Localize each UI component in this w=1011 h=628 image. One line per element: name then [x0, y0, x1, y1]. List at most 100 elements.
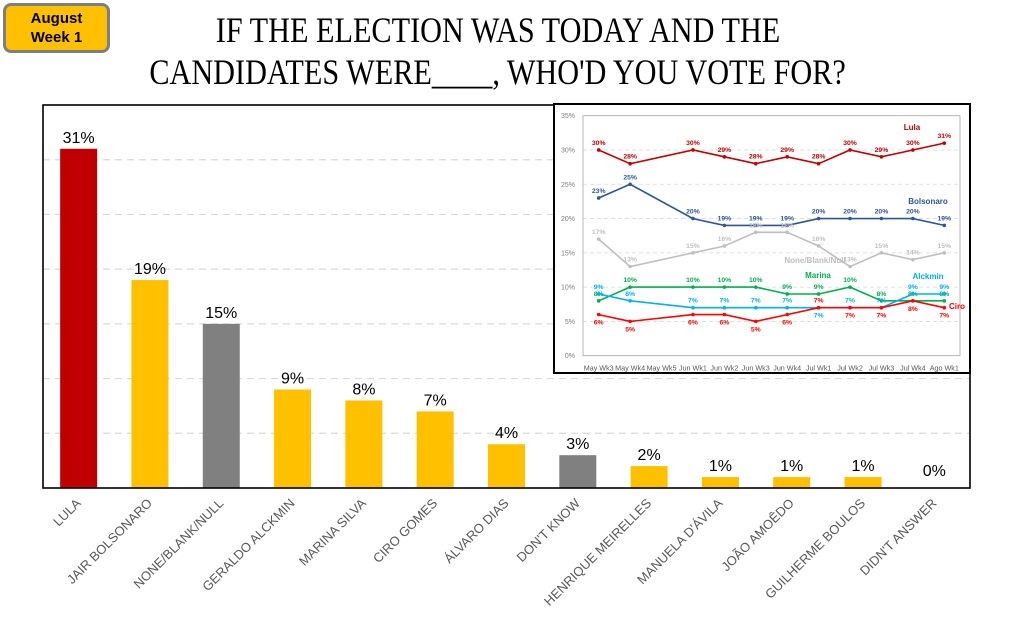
- data-point: [628, 285, 632, 289]
- badge-month: August: [30, 10, 83, 27]
- data-label: 10%: [749, 277, 763, 284]
- data-point: [691, 305, 695, 310]
- data-label: 15%: [875, 243, 889, 250]
- data-point: [911, 148, 915, 152]
- data-point: [596, 196, 601, 200]
- data-label: 19%: [780, 215, 794, 222]
- inset-x-tick-label: Jun Wk2: [710, 364, 738, 373]
- bar-value-label: 19%: [134, 261, 166, 278]
- data-label: 9%: [908, 284, 918, 291]
- data-label: 10%: [623, 277, 637, 284]
- bar: [345, 400, 383, 488]
- bar-value-label: 1%: [780, 458, 803, 475]
- bar: [844, 477, 882, 488]
- data-point: [816, 161, 821, 166]
- data-label: 28%: [623, 154, 637, 161]
- data-label: 20%: [906, 209, 920, 216]
- data-label: 28%: [812, 154, 826, 161]
- data-point: [596, 292, 601, 296]
- data-label: 7%: [877, 298, 887, 305]
- chart-title-text-2: CANDIDATES WERE____, WHO'D YOU VOTE FOR?: [149, 52, 847, 92]
- data-point: [628, 264, 632, 269]
- data-point: [691, 251, 695, 255]
- bar-value-label: 15%: [205, 305, 237, 322]
- inset-x-tick-label: May Wk3: [584, 364, 614, 373]
- data-point: [816, 292, 821, 296]
- data-label: 7%: [751, 298, 761, 305]
- bar-value-label: 31%: [63, 130, 95, 147]
- data-label: 20%: [843, 209, 857, 216]
- bar-value-label: 7%: [424, 392, 447, 409]
- inset-x-tick-label: Jul Wk1: [806, 364, 832, 373]
- data-point: [753, 319, 758, 324]
- inset-plot-frame: [582, 115, 961, 357]
- inset-x-tick-label: Jul Wk2: [837, 364, 863, 373]
- inset-y-tick-label: 5%: [565, 319, 575, 326]
- data-point: [816, 216, 821, 221]
- bar: [274, 389, 312, 488]
- data-point: [942, 223, 947, 228]
- data-label: 7%: [719, 298, 729, 305]
- data-label: 7%: [688, 298, 698, 305]
- data-label: 25%: [623, 174, 637, 181]
- data-point: [753, 285, 758, 289]
- inset-frame: [553, 103, 971, 374]
- data-label: 13%: [843, 257, 857, 264]
- series-name-label: None/Blank/Null: [784, 256, 845, 265]
- bar-value-label: 1%: [851, 458, 874, 475]
- chart-title-line-1: IF THE ELECTION WAS TODAY AND THE: [0, 12, 996, 48]
- bar: [630, 466, 668, 488]
- bar-value-label: 9%: [281, 371, 304, 388]
- inset-y-tick-label: 30%: [561, 147, 575, 154]
- data-label: 20%: [686, 209, 700, 216]
- data-label: 13%: [623, 257, 637, 264]
- data-point: [848, 305, 852, 310]
- data-point: [879, 299, 884, 303]
- data-label: 7%: [845, 313, 855, 320]
- data-point: [911, 216, 915, 221]
- data-point: [879, 216, 884, 221]
- inset-x-tick-label: Jun Wk4: [773, 364, 801, 373]
- data-label: 28%: [749, 154, 763, 161]
- bar: [773, 477, 811, 488]
- inset-y-tick-label: 20%: [561, 216, 575, 223]
- data-point: [911, 257, 915, 262]
- data-point: [691, 285, 695, 289]
- data-label: 7%: [939, 313, 949, 320]
- data-point: [785, 223, 790, 228]
- data-label: 6%: [594, 320, 604, 327]
- data-label: 29%: [780, 147, 794, 154]
- bar: [416, 411, 454, 488]
- data-point: [942, 251, 947, 255]
- badge-week: Week 1: [30, 29, 83, 46]
- data-label: 7%: [845, 298, 855, 305]
- data-label: 9%: [782, 284, 792, 291]
- series-name-label: Ciro: [949, 302, 965, 311]
- data-label: 7%: [782, 298, 792, 305]
- data-point: [691, 216, 695, 221]
- bar: [202, 323, 240, 488]
- data-label: 17%: [592, 229, 606, 236]
- x-tick-label: JOÃO AMOÊDO: [718, 496, 797, 575]
- data-point: [942, 292, 947, 296]
- series-name-label: Bolsonaro: [908, 197, 948, 206]
- x-tick-label: DON'T KNOW: [514, 495, 584, 565]
- data-label: 6%: [719, 320, 729, 327]
- data-point: [596, 237, 601, 241]
- data-label: 7%: [877, 313, 887, 320]
- data-label: 8%: [625, 291, 635, 298]
- inset-x-tick-label: May Wk4: [615, 364, 645, 373]
- data-point: [942, 299, 947, 303]
- data-label: 10%: [686, 277, 700, 284]
- data-point: [848, 285, 852, 289]
- bar: [559, 455, 597, 488]
- bar: [488, 444, 525, 488]
- data-point: [722, 223, 727, 228]
- x-tick-label: CIRO GOMES: [370, 495, 441, 566]
- bar-value-label: 8%: [352, 381, 375, 398]
- data-point: [911, 292, 915, 296]
- bar-value-label: 0%: [923, 463, 946, 480]
- data-label: 18%: [749, 222, 763, 229]
- data-label: 9%: [939, 284, 949, 291]
- data-point: [785, 155, 790, 159]
